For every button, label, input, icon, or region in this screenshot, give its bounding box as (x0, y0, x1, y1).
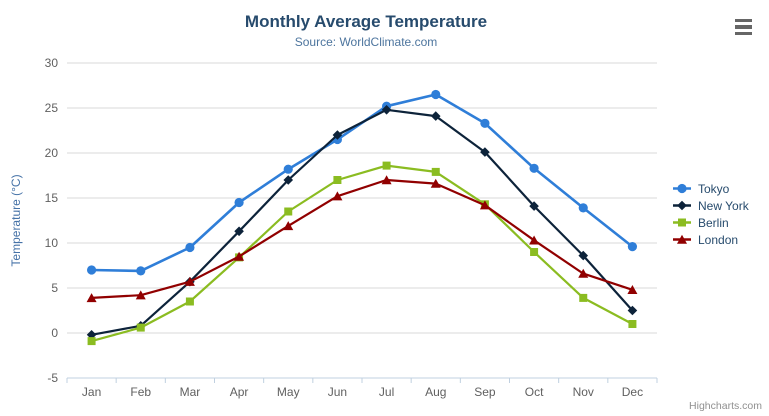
data-point-berlin[interactable] (333, 176, 342, 184)
legend-marker-berlin (673, 218, 691, 227)
data-point-tokyo[interactable] (627, 242, 638, 252)
x-axis-label: Nov (573, 385, 594, 399)
data-point-london[interactable] (234, 251, 245, 261)
data-point-berlin[interactable] (530, 248, 539, 256)
data-point-berlin[interactable] (382, 161, 391, 170)
x-axis-label: May (277, 385, 300, 399)
hamburger-menu-icon (734, 19, 752, 23)
legend-triangle-icon (677, 234, 687, 244)
data-point-london[interactable] (627, 285, 638, 294)
y-axis-label: 0 (51, 326, 58, 340)
legend-label: Tokyo (698, 181, 730, 196)
x-axis-label: Oct (525, 385, 544, 399)
data-point-new-york[interactable] (627, 305, 638, 316)
data-point-berlin[interactable] (284, 207, 293, 216)
series-line-tokyo (91, 93, 634, 273)
data-point-tokyo[interactable] (578, 203, 588, 213)
y-axis-label: -5 (47, 371, 58, 385)
credits-link[interactable]: Highcharts.com (689, 400, 762, 412)
context-menu-button[interactable] (731, 17, 755, 37)
legend-diamond-icon (677, 200, 687, 211)
data-point-tokyo[interactable] (431, 89, 441, 100)
legend-item-new-york[interactable]: New York (673, 197, 749, 214)
data-point-berlin[interactable] (87, 337, 96, 346)
data-point-new-york[interactable] (332, 130, 343, 140)
data-point-new-york[interactable] (480, 147, 490, 157)
x-axis-label: Jan (82, 385, 101, 399)
legend-item-london[interactable]: London (673, 231, 749, 248)
data-point-new-york[interactable] (234, 226, 244, 237)
data-point-tokyo[interactable] (136, 266, 146, 276)
legend-marker-new-york (673, 200, 691, 211)
data-point-london[interactable] (135, 290, 146, 300)
legend-marker-london (673, 234, 691, 244)
x-axis-label: Jun (328, 385, 347, 399)
x-axis-label: Jul (379, 385, 394, 399)
data-point-london[interactable] (184, 276, 195, 286)
x-axis-label: Aug (425, 385, 446, 399)
data-point-new-york[interactable] (578, 250, 589, 261)
data-point-new-york[interactable] (430, 111, 441, 121)
y-axis-label: 30 (45, 56, 59, 70)
series-line-berlin (91, 164, 633, 343)
data-point-berlin[interactable] (185, 297, 194, 306)
legend-item-tokyo[interactable]: Tokyo (673, 180, 749, 197)
x-axis-label: Feb (130, 385, 151, 399)
y-axis-label: 15 (45, 191, 59, 205)
y-axis-label: 5 (51, 281, 58, 295)
legend: Tokyo New York Berlin London (673, 180, 749, 248)
data-point-tokyo[interactable] (185, 242, 195, 253)
legend-label: London (698, 232, 739, 247)
data-point-london[interactable] (86, 293, 97, 303)
series-line-london (91, 178, 633, 299)
series-line-new-york (91, 108, 634, 336)
data-point-tokyo[interactable] (529, 163, 539, 173)
legend-square-icon (678, 218, 686, 227)
legend-label: New York (698, 198, 749, 213)
data-point-london[interactable] (529, 235, 540, 245)
y-axis-title: Temperature (°C) (9, 174, 23, 266)
data-point-london[interactable] (332, 191, 343, 201)
y-axis-label: 25 (45, 101, 59, 115)
data-point-tokyo[interactable] (480, 118, 490, 128)
data-point-berlin[interactable] (579, 293, 588, 302)
legend-item-berlin[interactable]: Berlin (673, 214, 749, 231)
data-point-tokyo[interactable] (86, 265, 97, 275)
x-axis-label: Apr (230, 385, 249, 399)
data-point-london[interactable] (578, 268, 589, 278)
data-point-new-york[interactable] (381, 105, 392, 115)
x-axis-label: Sep (474, 385, 496, 399)
data-point-new-york[interactable] (529, 201, 539, 211)
legend-label: Berlin (698, 215, 729, 230)
data-point-new-york[interactable] (86, 330, 97, 340)
data-point-london[interactable] (479, 200, 490, 210)
data-point-new-york[interactable] (283, 175, 294, 185)
x-axis-label: Mar (180, 385, 201, 399)
data-point-tokyo[interactable] (234, 197, 244, 208)
y-axis-label: 10 (45, 236, 59, 250)
data-point-london[interactable] (283, 221, 294, 231)
data-point-berlin[interactable] (136, 323, 145, 332)
chart-title: Monthly Average Temperature (244, 12, 488, 31)
chart-subtitle: Source: WorldClimate.com (294, 35, 438, 49)
legend-circle-icon (677, 183, 687, 194)
data-point-berlin[interactable] (628, 320, 637, 328)
y-axis-label: 20 (45, 146, 59, 160)
data-point-london[interactable] (381, 175, 392, 185)
legend-marker-tokyo (673, 183, 691, 194)
data-point-berlin[interactable] (431, 167, 440, 176)
data-point-london[interactable] (430, 178, 441, 188)
data-point-tokyo[interactable] (283, 164, 293, 174)
x-axis-label: Dec (622, 385, 643, 399)
